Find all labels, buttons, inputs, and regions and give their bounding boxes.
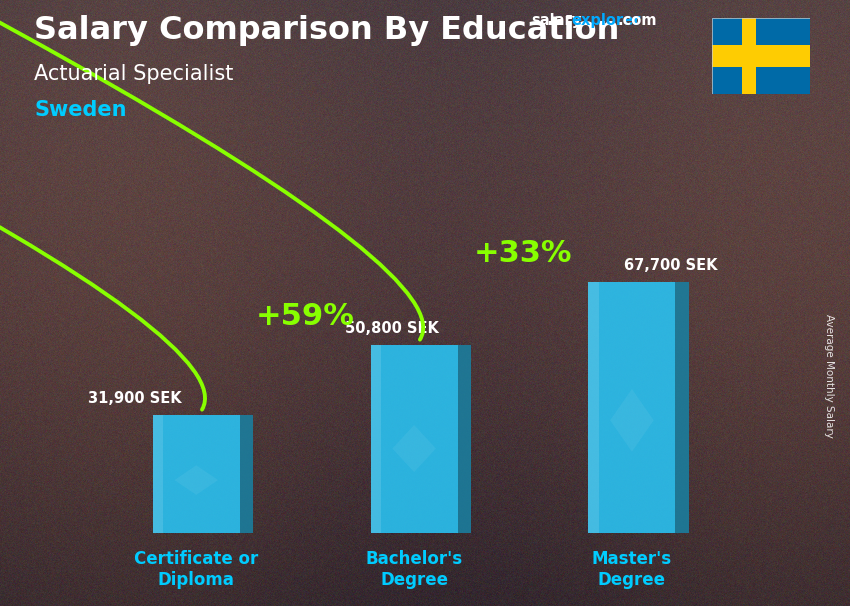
Polygon shape — [457, 345, 471, 533]
Bar — [153, 415, 240, 533]
Text: 50,800 SEK: 50,800 SEK — [345, 321, 439, 336]
Text: 31,900 SEK: 31,900 SEK — [88, 391, 182, 406]
Text: .com: .com — [618, 13, 657, 28]
Bar — [588, 282, 598, 533]
Text: +33%: +33% — [473, 239, 572, 268]
Polygon shape — [393, 425, 436, 472]
Text: +59%: +59% — [256, 302, 354, 331]
Text: explorer: explorer — [571, 13, 641, 28]
Bar — [371, 345, 457, 533]
Bar — [712, 45, 810, 67]
Text: Salary Comparison By Education: Salary Comparison By Education — [34, 15, 620, 46]
Bar — [153, 415, 163, 533]
Polygon shape — [610, 389, 654, 451]
Text: salary: salary — [531, 13, 581, 28]
Polygon shape — [174, 465, 218, 495]
Bar — [741, 18, 757, 94]
Polygon shape — [676, 282, 688, 533]
Bar — [371, 345, 381, 533]
Bar — [588, 282, 676, 533]
Text: Actuarial Specialist: Actuarial Specialist — [34, 64, 234, 84]
Text: 67,700 SEK: 67,700 SEK — [625, 258, 718, 273]
Text: Sweden: Sweden — [34, 100, 127, 120]
Polygon shape — [240, 415, 253, 533]
Text: Average Monthly Salary: Average Monthly Salary — [824, 314, 834, 438]
